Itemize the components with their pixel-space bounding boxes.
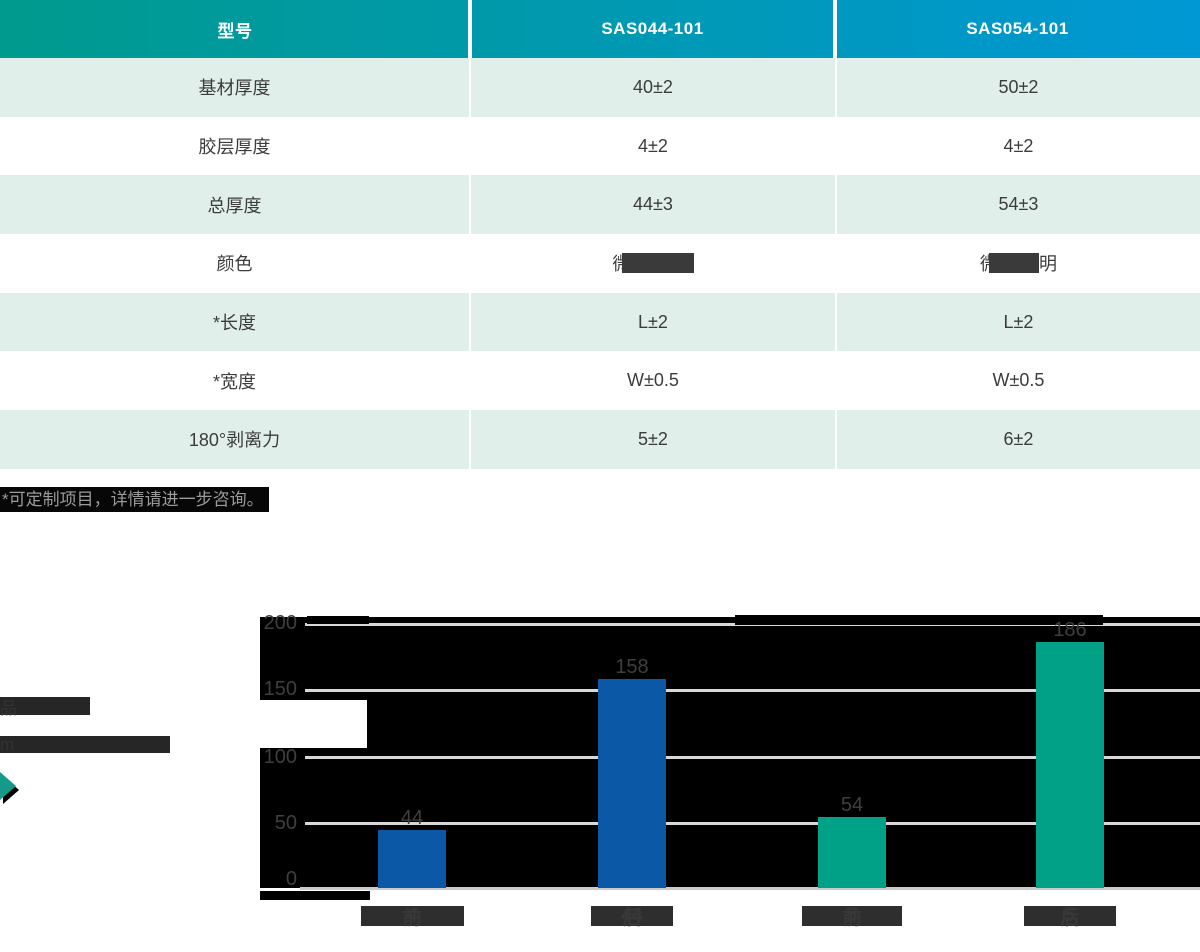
bar-value-label: 186: [1053, 619, 1087, 642]
gridline-150: [305, 689, 1200, 692]
xlabel-fragment: 5: [846, 905, 858, 926]
caption-fragment: 品: [0, 698, 17, 718]
header-cell-sas044: SAS044-101: [601, 19, 704, 38]
row-label: 基材厚度: [0, 58, 469, 117]
chart-caption-line1: 品: [0, 697, 90, 718]
bar-value-label: 44: [400, 806, 424, 829]
y-axis-tick: 100: [263, 746, 297, 768]
spec-table: 型号 SAS044-101 SAS054-101 基材厚度 40±2 50±2 …: [0, 0, 1200, 469]
xlabel-fragment: 后: [622, 907, 642, 929]
redaction-block: [989, 253, 1039, 274]
triangle-teal: [0, 772, 16, 800]
table-cell-obscured: 微: [471, 234, 835, 293]
table-row: 基材厚度 40±2 50±2: [0, 58, 1200, 117]
bullet-triangle-icon: [0, 772, 22, 804]
table-row: 总厚度 44±3 54±3: [0, 175, 1200, 235]
y-axis-tick: 200: [263, 612, 297, 634]
row-label: 颜色: [0, 234, 469, 293]
bar-44: [378, 829, 446, 888]
redaction-block: [0, 697, 90, 715]
caption-fragment: m: [0, 734, 15, 754]
redaction-bar-small: [307, 616, 369, 624]
obscured-text-fragment: 明: [1039, 254, 1057, 275]
redaction-block: [621, 253, 694, 274]
x-axis-label: 44 后: [542, 903, 722, 929]
row-label: 180°剥离力: [0, 410, 469, 469]
y-axis-tick: 150: [263, 678, 297, 700]
table-row-color: 颜色 微 微明: [0, 234, 1200, 293]
row-label: 胶层厚度: [0, 116, 469, 176]
obscured-text-fragment: 微: [613, 250, 622, 276]
redaction-block: [591, 906, 673, 926]
xlabel-fragment: 后: [1060, 907, 1080, 929]
table-cell: L±2: [837, 292, 1200, 352]
y-axis-tick: 0: [285, 868, 297, 890]
xlabel-fragment: 前: [402, 907, 422, 929]
header-separator: [833, 0, 837, 58]
bar-value-label: 158: [615, 656, 649, 679]
bar-186: [1036, 642, 1104, 888]
xlabel-fragment: 4: [406, 905, 418, 926]
row-label: 总厚度: [0, 175, 469, 235]
bar-158: [598, 679, 666, 888]
xlabel-fragment: 5: [1064, 905, 1076, 926]
table-row: 180°剥离力 5±2 6±2: [0, 410, 1200, 469]
gridline-50: [305, 822, 1200, 825]
table-cell: W±0.5: [471, 351, 835, 411]
xlabel-fragment: 44: [621, 905, 643, 926]
redaction-block: [360, 906, 464, 926]
header-cell-model: 型号: [217, 21, 253, 41]
table-cell: 44±3: [471, 175, 835, 235]
table-cell: 5±2: [471, 410, 835, 469]
header-cell-sas054: SAS054-101: [966, 19, 1069, 38]
footnote-customizable-items: *可定制项目，详情请进一步咨询。: [0, 487, 269, 512]
redaction-block: [0, 736, 170, 753]
table-row: 胶层厚度 4±2 4±2: [0, 116, 1200, 176]
obscured-text-fragment: 微: [980, 250, 989, 276]
table-cell: 6±2: [837, 410, 1200, 469]
table-cell: 4±2: [837, 116, 1200, 176]
redaction-bar-axis: [260, 891, 370, 900]
table-cell: 4±2: [471, 116, 835, 176]
redaction-block: [802, 906, 902, 926]
table-row: *宽度 W±0.5 W±0.5: [0, 351, 1200, 411]
header-separator: [468, 0, 472, 58]
table-cell-obscured: 微明: [837, 234, 1200, 293]
table-cell: W±0.5: [837, 351, 1200, 411]
table-cell: 40±2: [471, 58, 835, 117]
xlabel-fragment: 前: [842, 907, 862, 929]
table-row: *长度 L±2 L±2: [0, 292, 1200, 352]
redacted-chart-title: [735, 615, 1103, 625]
x-axis-line: [300, 887, 1200, 890]
bar-54: [818, 816, 886, 888]
gridline-100: [305, 756, 1200, 759]
redaction-block: [1024, 906, 1116, 926]
bar-value-label: 54: [840, 793, 864, 816]
plot-white-notch: [260, 700, 367, 748]
table-header-row: 型号 SAS044-101 SAS054-101: [0, 0, 1200, 58]
chart-caption-line2: m: [0, 734, 170, 754]
row-label: *长度: [0, 292, 469, 352]
table-cell: L±2: [471, 292, 835, 352]
row-label: *宽度: [0, 351, 469, 411]
table-cell: 50±2: [837, 58, 1200, 117]
table-cell: 54±3: [837, 175, 1200, 235]
y-axis-tick: 50: [274, 812, 297, 834]
